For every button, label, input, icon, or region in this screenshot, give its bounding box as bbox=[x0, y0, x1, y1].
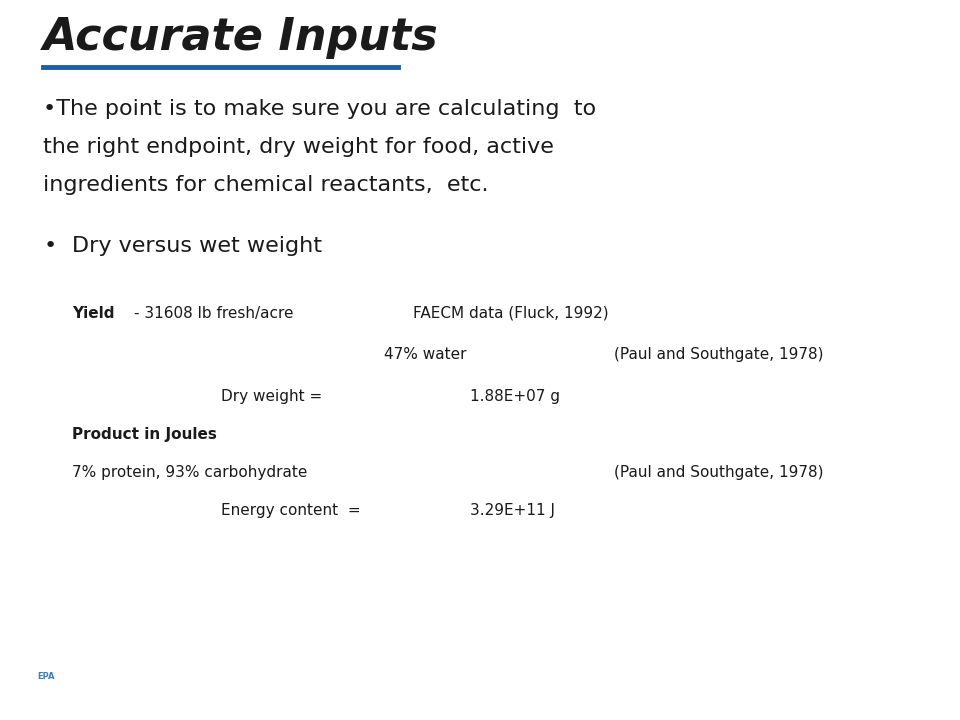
Text: (Paul and Southgate, 1978): (Paul and Southgate, 1978) bbox=[614, 465, 824, 480]
Text: RESEARCH &  DEVELOPMENT: RESEARCH & DEVELOPMENT bbox=[367, 655, 593, 670]
Text: ingredients for chemical reactants,  etc.: ingredients for chemical reactants, etc. bbox=[43, 175, 489, 195]
Circle shape bbox=[0, 655, 315, 702]
Text: - 31608 lb fresh/acre: - 31608 lb fresh/acre bbox=[134, 306, 294, 321]
Text: Yield: Yield bbox=[72, 306, 114, 321]
Text: •: • bbox=[43, 235, 57, 256]
Text: Product in Joules: Product in Joules bbox=[72, 427, 217, 442]
Text: FAECM data (Fluck, 1992): FAECM data (Fluck, 1992) bbox=[413, 306, 609, 321]
Text: 3.29E+11 J: 3.29E+11 J bbox=[470, 503, 556, 518]
Text: Accurate Inputs: Accurate Inputs bbox=[43, 16, 439, 59]
Text: 1.88E+07 g: 1.88E+07 g bbox=[470, 389, 561, 404]
Text: Dry weight =: Dry weight = bbox=[221, 389, 322, 404]
Text: (Paul and Southgate, 1978): (Paul and Southgate, 1978) bbox=[614, 347, 824, 362]
Text: the right endpoint, dry weight for food, active: the right endpoint, dry weight for food,… bbox=[43, 137, 554, 157]
Text: EPA: EPA bbox=[37, 672, 55, 680]
Text: Building a scientific foundation for sound environmental decisions: Building a scientific foundation for sou… bbox=[261, 687, 699, 700]
Text: Energy content  =: Energy content = bbox=[221, 503, 360, 518]
Text: 7% protein, 93% carbohydrate: 7% protein, 93% carbohydrate bbox=[72, 465, 307, 480]
Text: Dry versus wet weight: Dry versus wet weight bbox=[72, 235, 322, 256]
Text: 47% water: 47% water bbox=[384, 347, 467, 362]
Text: •The point is to make sure you are calculating  to: •The point is to make sure you are calcu… bbox=[43, 99, 596, 119]
